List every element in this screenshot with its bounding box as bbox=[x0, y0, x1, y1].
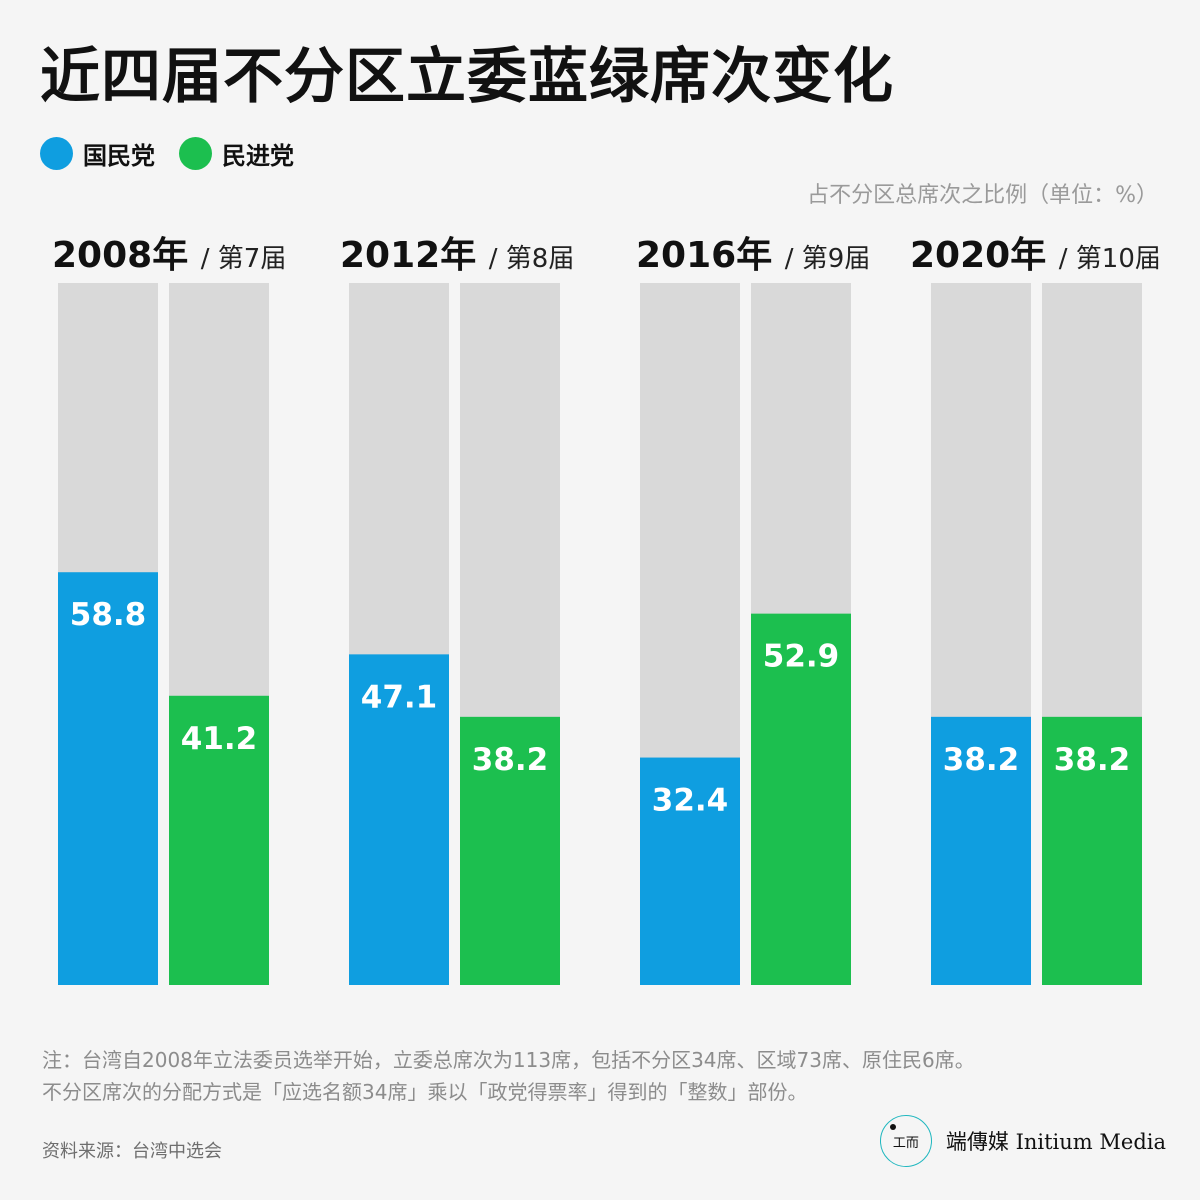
bar-dpp bbox=[751, 613, 851, 985]
bar-value-label: 38.2 bbox=[1054, 742, 1131, 778]
source-text: 资料来源：台湾中选会 bbox=[42, 1141, 222, 1162]
group-year: 2020年 bbox=[910, 235, 1047, 276]
bar-chart: 58.8 41.2 47.1 38.2 32.4 52.9 38.2 38.2 bbox=[58, 283, 1142, 985]
legend: 国民党 民进党 bbox=[40, 136, 318, 171]
bar-value-label: 41.2 bbox=[181, 721, 258, 757]
bar-value-label: 58.8 bbox=[70, 597, 147, 633]
bar-value-label: 47.1 bbox=[361, 679, 438, 715]
chart-title: 近四届不分区立委蓝绿席次变化 bbox=[40, 42, 894, 112]
legend-label-dpp: 民进党 bbox=[222, 142, 294, 170]
group-session: / 第8届 bbox=[488, 244, 575, 274]
group-heading-2012: 2012年 / 第8届 bbox=[340, 226, 574, 278]
group-year: 2008年 bbox=[52, 235, 189, 276]
group-year: 2016年 bbox=[636, 235, 773, 276]
bar-kmt bbox=[640, 757, 740, 985]
legend-item-kmt: 国民党 bbox=[40, 136, 155, 171]
group-heading-2020: 2020年 / 第10届 bbox=[910, 226, 1161, 278]
group-year: 2012年 bbox=[340, 235, 477, 276]
brand-name: 端傳媒 Initium Media bbox=[945, 1130, 1166, 1154]
group-session: / 第10届 bbox=[1058, 244, 1161, 274]
legend-swatch-kmt bbox=[40, 137, 73, 170]
bar-value-label: 32.4 bbox=[652, 783, 729, 819]
legend-label-kmt: 国民党 bbox=[83, 142, 155, 170]
legend-swatch-dpp bbox=[179, 137, 212, 170]
footnote: 注：台湾自2008年立法委员选举开始，立委总席次为113席，包括不分区34席、区… bbox=[42, 1044, 975, 1108]
footnote-line-1: 注：台湾自2008年立法委员选举开始，立委总席次为113席，包括不分区34席、区… bbox=[42, 1048, 975, 1072]
group-heading-2008: 2008年 / 第7届 bbox=[52, 226, 286, 278]
brand: 工而 端傳媒 Initium Media bbox=[879, 1115, 1166, 1167]
group-session: / 第7届 bbox=[200, 244, 287, 274]
bar-value-label: 38.2 bbox=[943, 742, 1020, 778]
bar-value-label: 38.2 bbox=[472, 742, 549, 778]
bar-dpp bbox=[460, 716, 560, 985]
bar-kmt bbox=[58, 572, 158, 985]
initium-logo-icon: 工而 bbox=[879, 1115, 932, 1167]
bar-dpp bbox=[169, 695, 269, 985]
bar-kmt bbox=[349, 654, 449, 985]
group-session: / 第9届 bbox=[784, 244, 871, 274]
bar-kmt bbox=[931, 716, 1031, 985]
legend-item-dpp: 民进党 bbox=[179, 136, 294, 171]
logo-text: 工而 bbox=[892, 1135, 919, 1151]
bar-value-label: 52.9 bbox=[763, 639, 840, 675]
unit-note: 占不分区总席次之比例（单位：%） bbox=[807, 183, 1158, 208]
group-heading-2016: 2016年 / 第9届 bbox=[636, 226, 870, 278]
bar-dpp bbox=[1042, 716, 1142, 985]
footnote-line-2: 不分区席次的分配方式是「应选名额34席」乘以「政党得票率」得到的「整数」部份。 bbox=[42, 1080, 808, 1104]
